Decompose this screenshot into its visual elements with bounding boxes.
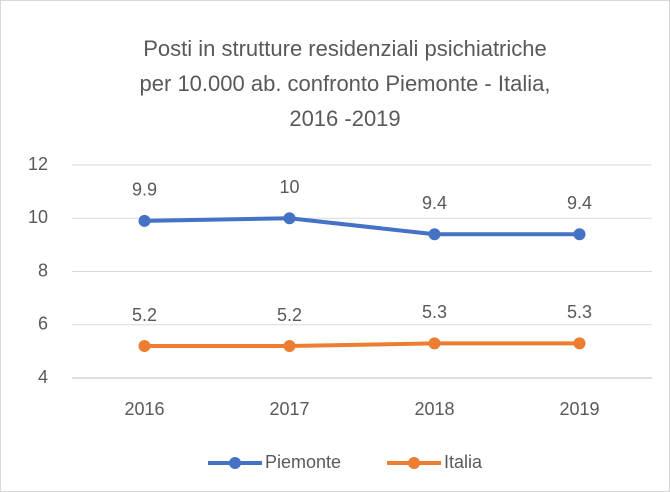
data-label: 10 (279, 177, 299, 197)
point-marker (283, 212, 296, 225)
x-tick-label: 2016 (124, 399, 164, 419)
data-label: 5.3 (422, 302, 447, 322)
data-label: 5.2 (132, 305, 157, 325)
point-marker (283, 340, 296, 353)
x-tick-label: 2018 (414, 399, 454, 419)
point-marker (138, 340, 151, 353)
legend-label: Italia (444, 452, 483, 472)
series-line (144, 216, 580, 237)
data-label: 5.3 (567, 302, 592, 322)
data-label: 9.9 (132, 180, 157, 200)
data-label: 9.4 (567, 193, 592, 213)
y-tick-label: 6 (38, 314, 48, 334)
chart-title: per 10.000 ab. confronto Piemonte - Ital… (140, 71, 551, 96)
point-marker (138, 214, 151, 227)
y-tick-label: 4 (38, 367, 48, 387)
legend-label: Piemonte (265, 452, 341, 472)
legend-marker (229, 457, 241, 469)
point-marker (573, 337, 586, 350)
y-tick-label: 12 (28, 154, 48, 174)
data-label: 5.2 (277, 305, 302, 325)
legend-marker (408, 457, 421, 469)
y-tick-label: 10 (28, 207, 48, 227)
x-tick-label: 2017 (269, 399, 309, 419)
series-line (144, 341, 580, 349)
chart-title: Posti in strutture residenziali psichiat… (143, 36, 547, 61)
point-marker (573, 228, 586, 241)
point-marker (428, 337, 441, 350)
chart-title: 2016 -2019 (289, 106, 400, 131)
point-marker (428, 228, 441, 241)
x-tick-label: 2019 (559, 399, 599, 419)
y-tick-label: 8 (38, 260, 48, 280)
data-label: 9.4 (422, 193, 447, 213)
